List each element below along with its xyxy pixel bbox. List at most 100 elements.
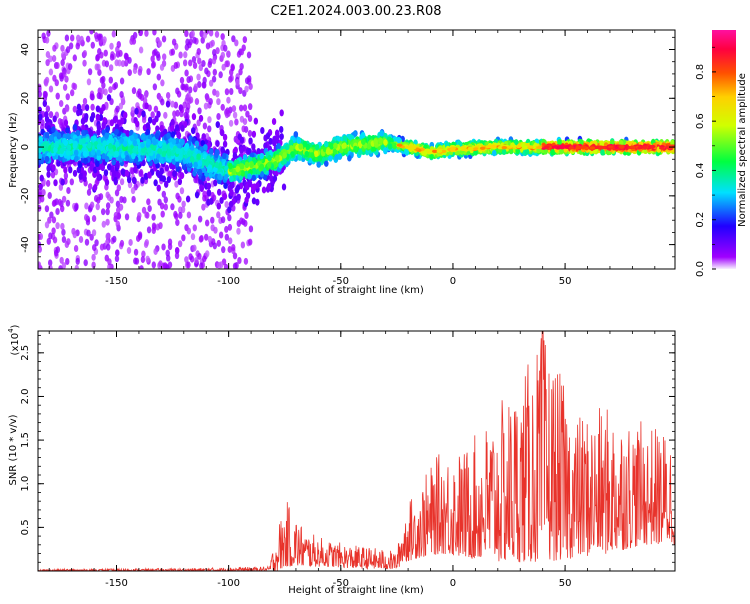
spectrogram-cell <box>208 79 214 87</box>
spectrogram-cell <box>234 262 239 269</box>
spectrogram-cell <box>42 100 48 108</box>
spectrogram-cell <box>333 142 338 149</box>
spectrogram-cell <box>96 123 102 131</box>
spectrogram-marks <box>38 30 675 269</box>
spectrogram-cell <box>305 143 311 151</box>
spectrogram-cell <box>248 137 253 145</box>
spectrogram-cell <box>130 187 136 195</box>
spectrogram-cell <box>188 253 193 261</box>
spectrogram-cell <box>201 175 206 182</box>
spectrogram-cell <box>227 206 232 214</box>
spectrogram-cell <box>200 36 205 44</box>
spectrogram-cell <box>238 87 243 95</box>
spectrogram-cell <box>144 30 149 37</box>
spectrogram-cell <box>166 254 171 262</box>
spectrogram-cell <box>145 122 151 130</box>
spectrogram-cell <box>163 128 168 136</box>
spectrogram-cell <box>64 105 70 113</box>
spectrogram-cell <box>59 256 64 264</box>
spectrogram-cell <box>66 186 71 194</box>
spectrogram-cell <box>293 131 299 138</box>
spectrogram-cell <box>361 138 366 145</box>
spectrogram-cell <box>112 116 118 124</box>
spectrogram-cell <box>215 149 220 156</box>
spectrogram-cell <box>188 38 193 46</box>
spectrogram-cell <box>230 63 235 71</box>
spectrogram-cell <box>167 238 173 246</box>
spectrogram-cell <box>387 143 393 150</box>
spectrogram-cell <box>104 60 110 68</box>
spectrogram-cell <box>44 131 50 139</box>
spectrogram-cell <box>118 102 124 110</box>
spectrogram-cell <box>170 125 175 133</box>
spectrogram-cell <box>251 167 257 175</box>
spectrogram-cell <box>224 88 230 96</box>
spectrogram-cell <box>248 103 253 111</box>
spectrogram-cell <box>74 203 79 211</box>
spectrogram-cell <box>216 211 221 219</box>
spectrogram-cell <box>157 140 163 147</box>
spectrogram-cell <box>235 78 240 86</box>
spectrogram-cell <box>536 145 543 150</box>
spectrogram-cell <box>210 216 215 224</box>
spectrogram-cell <box>192 62 198 70</box>
spectrogram-cell <box>124 213 130 221</box>
spectrogram-cell <box>144 102 149 110</box>
spectrogram-cell <box>232 111 238 119</box>
spectrogram-cell <box>114 255 120 263</box>
spectrogram-cell <box>49 211 54 219</box>
spectrogram-cell <box>156 73 162 81</box>
spectrogram-cell <box>239 136 245 144</box>
spectrogram-cell <box>221 152 227 160</box>
spectrogram-cell <box>208 172 214 179</box>
spectrogram-cell <box>186 76 191 84</box>
spectrogram-cell <box>220 129 225 137</box>
spectrogram-cell <box>90 103 95 111</box>
spectrogram-cell <box>173 101 179 109</box>
spectrogram-cell <box>194 191 200 199</box>
spectrogram-cell <box>182 59 188 67</box>
spectrogram-cell <box>60 178 65 186</box>
spectrogram-cell <box>175 124 180 132</box>
spectrogram-cell <box>73 149 79 157</box>
spectrogram-cell <box>220 216 226 224</box>
spectrogram-cell <box>357 149 363 156</box>
spectrogram-cell <box>184 256 189 264</box>
spectrogram-cell <box>244 77 250 85</box>
spectrogram-cell <box>83 259 88 267</box>
spectrogram-cell <box>125 155 130 162</box>
spectrogram-cell <box>66 238 71 246</box>
spectrogram-cell <box>95 160 100 168</box>
spectrogram-cell <box>242 36 248 44</box>
spectrogram-cell <box>59 147 65 155</box>
spectrogram-cell <box>146 138 151 146</box>
spectrogram-cell <box>38 135 44 143</box>
spectrogram-cell <box>139 93 145 101</box>
spectrogram-cell <box>239 163 245 170</box>
spectrogram-cell <box>251 143 256 151</box>
spectrogram-cell <box>161 175 167 183</box>
spectrogram-cell <box>159 63 165 71</box>
spectrogram-cell <box>491 149 497 157</box>
spectrogram-cell <box>342 142 347 149</box>
spectrogram-cell <box>108 86 113 94</box>
spectrogram-cell <box>316 161 321 168</box>
spectrogram-cell <box>47 259 53 267</box>
spectrogram-cell <box>146 68 151 76</box>
spectrogram-cell <box>87 183 93 191</box>
spectrogram-cell <box>261 186 267 194</box>
spectrogram-cell <box>191 55 197 63</box>
spectrogram-cell <box>145 211 150 219</box>
spectrogram-cell <box>317 155 323 162</box>
spectrogram-cell <box>64 75 69 83</box>
spectrogram-cell <box>199 184 204 192</box>
spectrogram-cell <box>154 115 159 123</box>
spectrogram-cell <box>203 144 208 151</box>
spectrogram-cell <box>57 198 62 206</box>
spectrogram-cell <box>197 168 203 176</box>
spectrogram-cell <box>178 51 183 59</box>
spectrogram-cell <box>202 153 208 160</box>
spectrogram-cell <box>102 36 107 44</box>
spectrogram-cell <box>44 36 50 44</box>
